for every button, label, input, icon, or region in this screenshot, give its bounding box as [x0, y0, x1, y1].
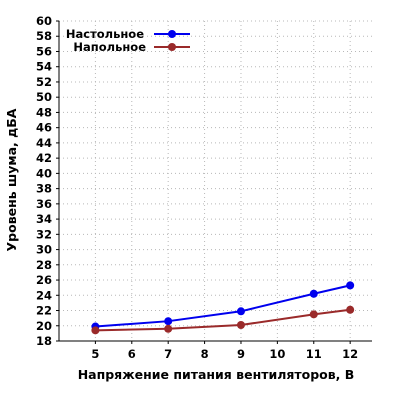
series-lines [91, 281, 355, 335]
legend-swatch-marker [168, 30, 176, 38]
x-tick-label: 6 [128, 347, 136, 361]
x-tick-label: 5 [91, 347, 99, 361]
y-tick-label: 52 [36, 75, 52, 89]
legend-item: Напольное [73, 40, 190, 54]
legend-item: Настольное [66, 27, 190, 41]
series-1 [91, 281, 355, 331]
y-tick-label: 32 [36, 227, 52, 241]
axes [56, 20, 372, 344]
y-tick-label: 38 [36, 182, 52, 196]
y-tick-label: 50 [36, 90, 52, 104]
y-tick-label: 28 [36, 258, 52, 272]
y-tick-label: 26 [36, 273, 52, 287]
data-point [91, 326, 100, 335]
x-tick-label: 12 [342, 347, 358, 361]
data-point [236, 321, 245, 329]
x-tick-label: 10 [269, 347, 285, 361]
data-point [346, 305, 355, 314]
y-tick-label: 30 [36, 243, 52, 257]
y-tick-label: 46 [36, 121, 52, 135]
y-tick-label: 24 [36, 288, 52, 302]
legend-swatch-marker [168, 43, 176, 51]
data-point [164, 324, 173, 333]
data-point [309, 289, 318, 298]
x-tick-label: 11 [306, 347, 322, 361]
x-tick-label: 9 [237, 347, 245, 361]
y-tick-label: 42 [36, 151, 52, 165]
y-tick-label: 22 [36, 304, 52, 318]
tick-labels: 1820222426283032343638404244464850525456… [36, 14, 358, 361]
y-tick-label: 20 [36, 319, 52, 333]
x-axis-title: Напряжение питания вентиляторов, В [78, 367, 355, 382]
y-tick-label: 36 [36, 197, 52, 211]
y-tick-label: 34 [36, 212, 52, 226]
legend-label: Настольное [66, 27, 144, 41]
y-tick-label: 40 [36, 166, 52, 180]
series-2 [91, 305, 355, 335]
legend-label: Напольное [73, 40, 146, 54]
data-point [346, 281, 355, 290]
y-tick-label: 56 [36, 44, 52, 58]
y-axis-title: Уровень шума, дБА [4, 108, 19, 251]
y-tick-label: 60 [36, 14, 52, 28]
y-tick-label: 18 [36, 334, 52, 348]
grid [59, 20, 372, 342]
data-point [236, 307, 245, 316]
y-tick-label: 44 [36, 136, 52, 150]
y-tick-label: 54 [36, 60, 52, 74]
x-tick-label: 8 [201, 347, 209, 361]
data-point [309, 310, 318, 319]
y-tick-label: 58 [36, 29, 52, 43]
y-tick-label: 48 [36, 105, 52, 119]
data-point [164, 317, 173, 326]
x-tick-label: 7 [164, 347, 172, 361]
